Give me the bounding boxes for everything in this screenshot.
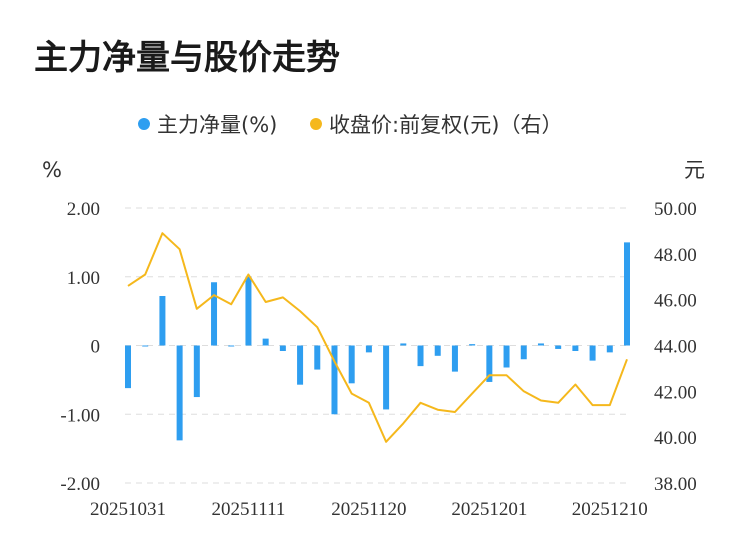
bar [486, 345, 493, 382]
right-tick-label: 38.00 [654, 474, 697, 495]
bar [537, 343, 544, 346]
legend-marker-close-price [310, 118, 322, 130]
bar [383, 345, 390, 410]
bar [503, 345, 510, 368]
bar [297, 345, 304, 385]
bar [555, 345, 562, 349]
x-tick-label: 20251210 [572, 499, 648, 520]
bar [193, 345, 200, 398]
bar [331, 345, 338, 415]
right-tick-label: 44.00 [654, 337, 697, 358]
left-tick-label: -1.00 [60, 405, 100, 426]
bar [348, 345, 355, 384]
bar [211, 282, 218, 346]
left-tick-label: 1.00 [67, 268, 100, 289]
right-axis-unit: 元 [684, 158, 705, 182]
x-tick-label: 20251031 [90, 499, 166, 520]
bar [262, 338, 269, 346]
left-tick-label: 0 [91, 337, 101, 358]
left-axis-ticks: 2.00 1.00 0 -1.00 -2.00 [60, 199, 100, 495]
bar [606, 345, 613, 353]
price-line [127, 232, 628, 443]
legend-label-close-price: 收盘价:前复权(元)（右） [329, 113, 562, 137]
bar [520, 345, 527, 360]
legend-marker-net-volume [138, 118, 150, 130]
legend-label-net-volume: 主力净量(%) [157, 113, 277, 137]
x-axis-ticks: 20251031 20251111 20251120 20251201 20251210 [90, 499, 648, 520]
bar [125, 345, 131, 389]
left-tick-label: -2.00 [60, 474, 100, 495]
bar [279, 345, 286, 351]
chart-title: 主力净量与股价走势 [34, 38, 340, 78]
bar [434, 345, 441, 356]
right-axis-ticks: 50.00 48.00 46.00 44.00 42.00 40.00 38.00 [654, 199, 697, 495]
x-tick-label: 20251120 [331, 499, 406, 520]
bar [589, 345, 596, 361]
line-series [127, 232, 628, 443]
x-tick-label: 20251111 [212, 499, 286, 520]
bar [469, 344, 476, 346]
right-tick-label: 50.00 [654, 199, 697, 220]
bar [228, 345, 235, 347]
bar [624, 242, 630, 346]
right-tick-label: 46.00 [654, 291, 697, 312]
left-tick-label: 2.00 [67, 199, 100, 220]
right-tick-label: 48.00 [654, 245, 697, 266]
left-axis-unit: % [42, 158, 62, 182]
bar [365, 345, 372, 353]
bar [142, 345, 149, 347]
bar [159, 296, 166, 346]
bar [314, 345, 321, 370]
right-tick-label: 40.00 [654, 428, 697, 449]
bar [400, 343, 407, 346]
grid-lines [125, 207, 630, 484]
bar [572, 345, 579, 351]
legend: 主力净量(%) 收盘价:前复权(元)（右） [138, 113, 562, 137]
bar [176, 345, 183, 441]
bar [245, 276, 252, 346]
bar [417, 345, 424, 367]
bar-series [125, 242, 630, 441]
right-tick-label: 42.00 [654, 382, 697, 403]
x-tick-label: 20251201 [451, 499, 527, 520]
bar [451, 345, 458, 372]
